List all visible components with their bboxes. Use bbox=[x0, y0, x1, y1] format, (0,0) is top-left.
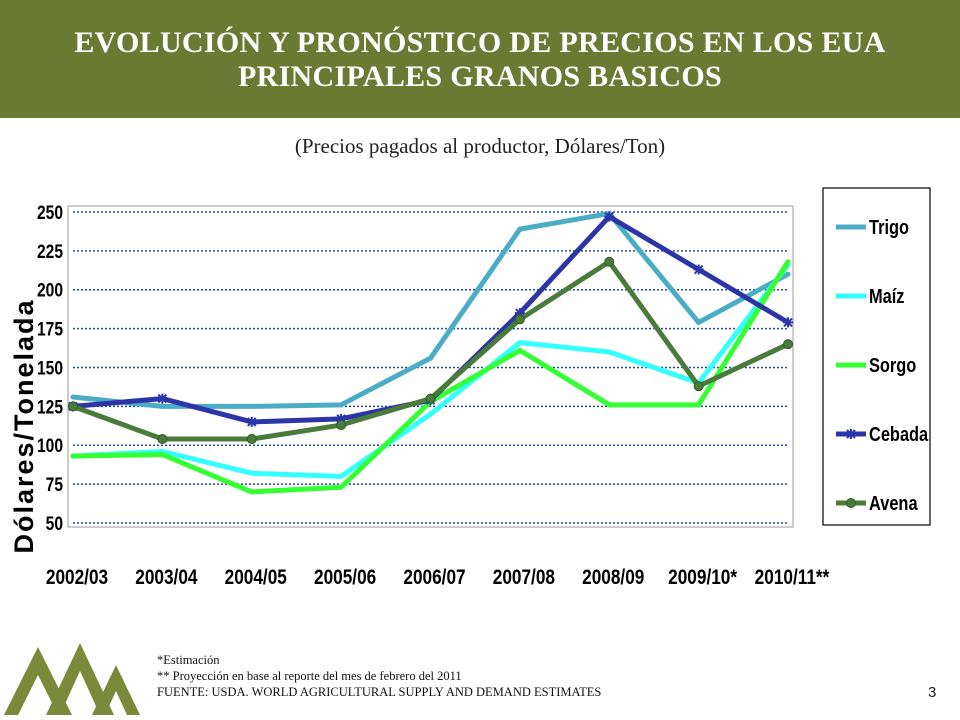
y-tick-label: 100 bbox=[37, 435, 63, 457]
y-tick-label: 250 bbox=[37, 202, 63, 224]
data-point bbox=[696, 319, 702, 325]
data-point bbox=[157, 434, 168, 445]
data-point bbox=[606, 402, 612, 408]
data-point bbox=[338, 484, 344, 490]
page-title-line2: PRINCIPALES GRANOS BASICOS bbox=[237, 60, 722, 93]
legend bbox=[822, 187, 931, 526]
data-point bbox=[249, 470, 255, 476]
y-tick-label: 225 bbox=[37, 240, 63, 262]
data-point bbox=[336, 420, 347, 431]
data-point bbox=[70, 394, 76, 400]
footnotes: *Estimación ** Proyección en base al rep… bbox=[157, 652, 601, 700]
data-point bbox=[517, 226, 523, 232]
data-point bbox=[249, 403, 255, 409]
x-tick-label: 2004/05 bbox=[225, 567, 287, 590]
data-point bbox=[338, 473, 344, 479]
footnote-source: FUENTE: USDA. WORLD AGRICULTURAL SUPPLY … bbox=[157, 685, 602, 699]
y-tick-label: 75 bbox=[46, 474, 64, 496]
data-point bbox=[785, 271, 791, 277]
logo-middle-peak bbox=[46, 643, 114, 715]
data-point bbox=[783, 339, 793, 350]
legend-marker bbox=[846, 429, 856, 439]
x-tick-label: 2010/11** bbox=[755, 567, 830, 590]
x-tick-label: 2009/10* bbox=[668, 567, 737, 590]
page-number: 3 bbox=[928, 684, 937, 701]
page-title-line1: EVOLUCIÓN Y PRONÓSTICO DE PRECIOS EN LOS… bbox=[74, 26, 886, 59]
data-point bbox=[336, 413, 347, 424]
chart-subtitle: (Precios pagados al productor, Dólares/T… bbox=[294, 134, 666, 158]
data-point bbox=[246, 416, 257, 427]
legend-label: Maíz bbox=[869, 284, 905, 307]
footnote-estimate: *Estimación bbox=[157, 653, 220, 667]
data-point bbox=[514, 308, 525, 319]
data-point bbox=[425, 393, 436, 404]
data-point bbox=[604, 211, 615, 222]
footnote-projection: ** Proyección en base al reporte del mes… bbox=[157, 669, 462, 683]
organization-logo bbox=[4, 643, 140, 715]
x-tick-label: 2007/08 bbox=[493, 567, 555, 590]
data-point bbox=[70, 453, 76, 459]
data-point bbox=[68, 401, 78, 412]
title-banner: EVOLUCIÓN Y PRONÓSTICO DE PRECIOS EN LOS… bbox=[0, 0, 960, 118]
data-point bbox=[606, 349, 612, 355]
data-point bbox=[517, 340, 523, 346]
data-point bbox=[696, 402, 702, 408]
data-point bbox=[514, 314, 525, 325]
x-tick-label: 2002/03 bbox=[46, 567, 108, 590]
data-point bbox=[604, 256, 615, 267]
x-tick-label: 2005/06 bbox=[314, 567, 376, 590]
y-tick-label: 50 bbox=[46, 513, 63, 535]
legend-label: Cebada bbox=[869, 422, 929, 445]
legend-marker bbox=[846, 498, 856, 508]
x-tick-label: 2008/09 bbox=[582, 567, 644, 590]
legend-label: Avena bbox=[869, 491, 918, 514]
logo-right-peak bbox=[92, 665, 140, 715]
data-point bbox=[249, 489, 255, 495]
price-line-chart: 50 75 100 125 150 175 200 225 250 2002/03 2003/04 2… bbox=[9, 187, 931, 590]
data-point bbox=[157, 393, 168, 404]
data-point bbox=[159, 403, 165, 409]
data-point bbox=[693, 381, 704, 392]
y-axis-title: Dólares/Tonelada bbox=[9, 298, 39, 553]
data-point bbox=[246, 434, 257, 445]
y-tick-label: 200 bbox=[37, 279, 63, 301]
data-point bbox=[338, 402, 344, 408]
data-point bbox=[783, 317, 793, 328]
y-tick-label: 175 bbox=[37, 318, 63, 340]
data-point bbox=[159, 452, 165, 458]
legend-label: Sorgo bbox=[869, 353, 916, 376]
y-tick-label: 125 bbox=[37, 396, 63, 418]
plot-area bbox=[67, 205, 794, 528]
data-point bbox=[517, 347, 523, 353]
x-tick-label: 2006/07 bbox=[403, 567, 465, 590]
data-point bbox=[428, 355, 433, 361]
x-tick-label: 2003/04 bbox=[135, 567, 197, 590]
data-point bbox=[785, 259, 791, 265]
data-point bbox=[428, 411, 433, 417]
legend-label: Trigo bbox=[869, 215, 909, 238]
y-tick-label: 150 bbox=[37, 357, 63, 379]
data-point bbox=[693, 264, 704, 275]
